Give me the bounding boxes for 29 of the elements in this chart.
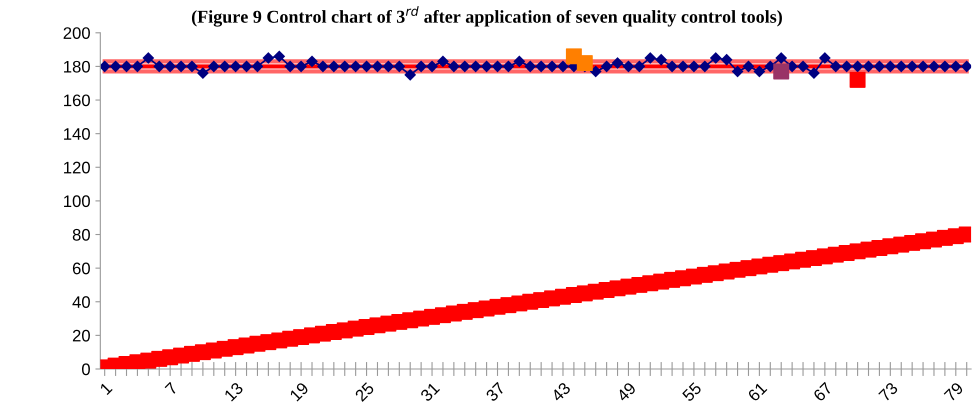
x-tick-label: 25 (354, 382, 375, 402)
y-tick-label: 80 (72, 228, 90, 241)
chart-title: (Figure 9 Control chart of 3$^{rd}$ after application of seven quality control tools) (192, 6, 782, 27)
y-tick-label: 180 (64, 60, 90, 73)
x-tick-label: 67 (812, 382, 833, 402)
y-tick-label: 40 (72, 296, 90, 308)
point (576, 55, 593, 72)
y-tick-label: 140 (64, 128, 90, 140)
point (850, 72, 866, 88)
y-tick-label: 20 (72, 330, 90, 342)
y-tick-label: 100 (64, 195, 90, 208)
x-tick-label: 79 (944, 382, 964, 402)
y-tick-label: 120 (64, 162, 90, 174)
x-tick-label: 7 (164, 382, 178, 396)
x-tick-label: 61 (747, 382, 768, 402)
x-tick-label: 13 (224, 382, 244, 402)
x-tick-label: 43 (550, 382, 572, 402)
y-tick-label: 0 (82, 363, 90, 376)
x-tick-label: 19 (289, 382, 310, 402)
x-tick-label: 73 (878, 382, 898, 402)
y-tick-label: 60 (72, 262, 90, 274)
y-tick-label: 160 (64, 94, 90, 106)
x-tick-label: 55 (682, 382, 702, 402)
x-tick-label: 49 (616, 382, 637, 402)
point (773, 63, 790, 80)
x-tick-label: 37 (485, 382, 506, 402)
x-tick-label: 31 (420, 382, 440, 402)
y-tick-label: 200 (64, 27, 90, 40)
x-tick-label: 1 (99, 382, 113, 395)
